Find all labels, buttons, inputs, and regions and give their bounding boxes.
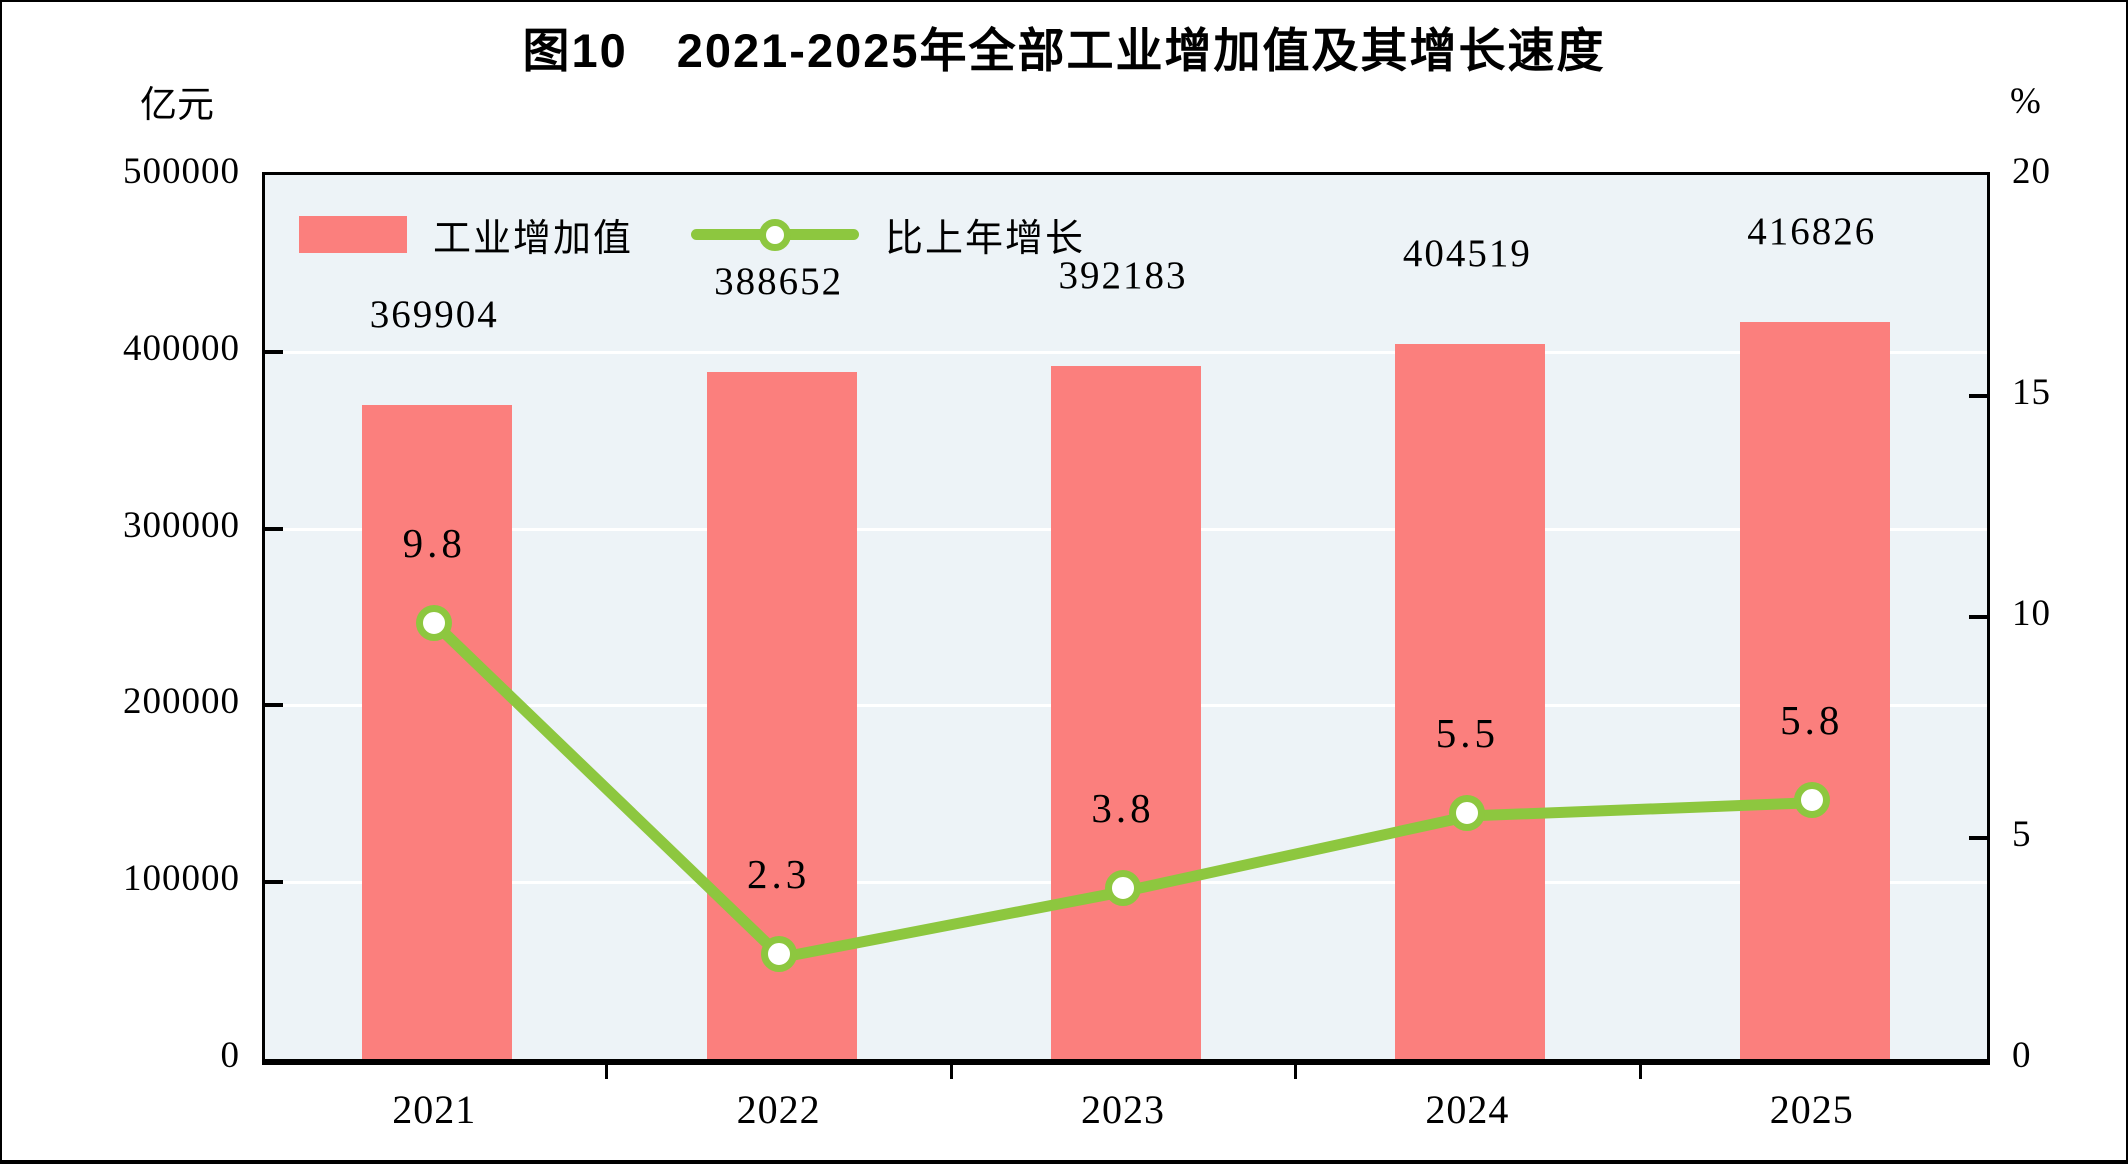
bar-2023 bbox=[1051, 365, 1201, 1059]
x-axis-label-2021: 2021 bbox=[392, 1087, 477, 1132]
line-marker-2023 bbox=[1105, 870, 1141, 907]
x-axis-label-2022: 2022 bbox=[736, 1087, 821, 1132]
line-marker-2025 bbox=[1793, 781, 1830, 818]
left-axis-tick-mark bbox=[265, 526, 283, 531]
line-value-label-2021: 9.8 bbox=[402, 519, 466, 566]
right-axis-tick-label: 20 bbox=[2012, 151, 2051, 192]
x-axis-label-2023: 2023 bbox=[1081, 1087, 1165, 1132]
x-axis-label-2024: 2024 bbox=[1425, 1087, 1510, 1132]
chart-title: 图10 2021-2025年全部工业增加值及其增长速度 bbox=[522, 24, 1606, 77]
bar-value-label-2024: 404519 bbox=[1402, 231, 1532, 275]
line-legend-label: 比上年增长 bbox=[885, 218, 1086, 260]
line-value-label-2024: 5.5 bbox=[1435, 709, 1500, 756]
left-axis-tick-label: 200000 bbox=[123, 681, 240, 723]
line-value-label-2022: 2.3 bbox=[746, 851, 811, 898]
right-axis-tick-mark bbox=[1969, 615, 1987, 619]
x-axis-tick-mark bbox=[1638, 1062, 1642, 1079]
left-axis-unit: 亿元 bbox=[140, 85, 214, 126]
left-axis-tick-label: 500000 bbox=[123, 151, 240, 192]
bar-value-label-2022: 388652 bbox=[714, 259, 844, 303]
right-axis-tick-mark bbox=[1969, 836, 1987, 840]
bar-legend-swatch-icon bbox=[299, 216, 407, 253]
left-axis-tick-label: 400000 bbox=[123, 327, 240, 369]
line-marker-2024 bbox=[1449, 794, 1486, 831]
left-axis-tick-label: 100000 bbox=[123, 858, 240, 900]
line-marker-2021 bbox=[416, 604, 453, 641]
gridline-400000 bbox=[265, 350, 1987, 354]
x-axis-tick-mark bbox=[949, 1062, 953, 1079]
bar-value-label-2021: 369904 bbox=[369, 293, 499, 336]
right-axis-unit: % bbox=[2010, 81, 2041, 122]
right-axis-tick-label: 5 bbox=[2012, 814, 2032, 855]
right-axis-tick-label: 10 bbox=[2012, 593, 2051, 634]
legend: 工业增加值 比上年增长 bbox=[299, 207, 1085, 262]
left-axis-tick-mark bbox=[265, 349, 283, 354]
line-value-label-2025: 5.8 bbox=[1780, 696, 1844, 743]
bar-value-label-2025: 416826 bbox=[1747, 210, 1877, 254]
bar-2021 bbox=[362, 405, 513, 1059]
left-axis-tick-label: 0 bbox=[220, 1035, 240, 1076]
x-axis-tick-mark bbox=[605, 1062, 609, 1079]
legend-item-line: 比上年增长 bbox=[691, 207, 1085, 262]
x-axis-tick-mark bbox=[1294, 1062, 1298, 1079]
plot-area: 工业增加值 比上年增长 bbox=[262, 172, 1990, 1065]
bar-2024 bbox=[1395, 343, 1546, 1059]
left-axis-tick-mark bbox=[265, 880, 283, 885]
right-axis-tick-label: 15 bbox=[2012, 372, 2051, 413]
line-value-label-2023: 3.8 bbox=[1091, 785, 1155, 832]
line-legend-marker-icon bbox=[759, 218, 792, 251]
line-marker-2022 bbox=[760, 936, 797, 973]
bar-legend-label: 工业增加值 bbox=[433, 218, 634, 260]
left-axis-tick-label: 300000 bbox=[123, 504, 240, 546]
bar-2025 bbox=[1739, 322, 1890, 1059]
x-axis-label-2025: 2025 bbox=[1769, 1087, 1854, 1132]
legend-item-bar: 工业增加值 bbox=[299, 207, 633, 262]
left-axis-tick-mark bbox=[265, 703, 283, 708]
right-axis-tick-label: 0 bbox=[2012, 1035, 2032, 1076]
right-axis-tick-mark bbox=[1969, 394, 1987, 398]
line-legend-swatch-icon bbox=[691, 218, 860, 251]
bar-value-label-2023: 392183 bbox=[1058, 253, 1188, 297]
